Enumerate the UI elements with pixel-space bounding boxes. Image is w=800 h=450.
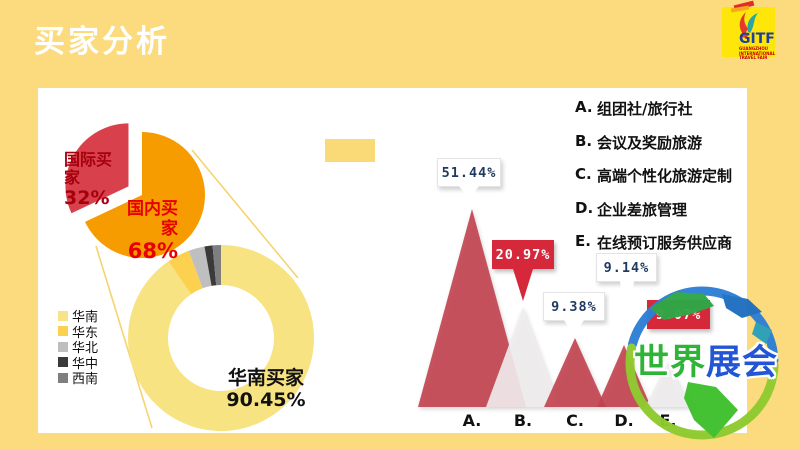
pie-slice-国际买家 (65, 123, 129, 214)
logo-acronym: GITF (739, 31, 775, 47)
mountain-E (645, 362, 691, 407)
callout-pointer (459, 186, 479, 200)
legend-swatch (58, 357, 68, 368)
donut-segment-华北 (188, 246, 212, 289)
value-callout-A: 51.44% (437, 158, 501, 200)
watermark-text-blue: 展会 (706, 343, 779, 383)
mountain-C (544, 338, 606, 407)
type-legend-label: 会议及奖励旅游 (597, 133, 703, 152)
donut-segment-华南 (127, 245, 314, 431)
legend-swatch (58, 326, 68, 337)
gitf-logo: GITF GUANGZHOU INTERNATIONAL TRAVEL FAIR (722, 0, 775, 60)
buyer-type-legend: A. 组团社/旅行社 B. 会议及奖励旅游 C. 高端个性化旅游定制 D. 企业… (575, 98, 732, 266)
pie-label-domestic-pct: 68% (127, 239, 178, 264)
donut-label-text: 华南买家 (227, 367, 304, 389)
legend-item-huabei: 华北 (58, 339, 99, 357)
callout-pointer (619, 281, 634, 339)
legend-label: 华南 (72, 310, 99, 326)
type-legend-label: 在线预订服务供应商 (597, 234, 733, 252)
logo-bird-icon (739, 12, 758, 38)
watermark-text: 世界展会 (634, 334, 778, 385)
type-legend-item-c: C. 高端个性化旅游定制 (575, 165, 732, 199)
value-callout-B: 20.97% (492, 240, 554, 301)
callout-pointer (564, 320, 584, 336)
connector-line (191, 149, 299, 279)
type-legend-label: 企业差旅管理 (597, 200, 688, 219)
page-title: 买家分析 (34, 24, 170, 60)
donut-segment-华中 (204, 245, 217, 286)
type-legend-item-d: D. 企业差旅管理 (575, 199, 732, 233)
legend-label: 西南 (72, 372, 99, 388)
legend-label: 华北 (72, 341, 99, 357)
logo-subtitle: GUANGZHOU INTERNATIONAL TRAVEL FAIR (739, 46, 776, 61)
pie-label-international-text: 国际买家 (64, 150, 113, 188)
legend-item-huadong: 华东 (58, 324, 99, 341)
axis-label-A: A. (462, 411, 482, 430)
donut-segment-华东 (168, 250, 203, 295)
axis-label-C: C. (566, 411, 584, 430)
type-legend-key: D. (575, 198, 594, 217)
value-callout-D: 9.14% (596, 253, 657, 339)
type-legend-key: C. (575, 165, 592, 183)
axis-label-D: D. (614, 411, 634, 430)
type-legend-item-b: B. 会议及奖励旅游 (575, 132, 732, 166)
deco-rectangle (325, 139, 375, 162)
pie-label-domestic: 国内买家 68% (112, 199, 178, 264)
legend-swatch (58, 372, 68, 383)
value-callout-C: 9.38% (543, 292, 605, 336)
donut-label-value: 90.45% (226, 388, 306, 411)
donut-label: 华南买家 90.45% (206, 367, 326, 412)
legend-swatch (58, 341, 68, 352)
callout-pointer (513, 269, 533, 301)
type-legend-label: 高端个性化旅游定制 (597, 167, 733, 185)
legend-label: 华中 (72, 356, 99, 372)
connector-line (95, 245, 153, 429)
mountain-B (486, 307, 560, 407)
axis-label-B: B. (513, 411, 533, 430)
type-legend-label: 组团社/旅行社 (597, 100, 693, 118)
type-legend-key: A. (575, 98, 593, 116)
mountain-A (418, 209, 526, 407)
pie-label-international-pct: 32% (64, 186, 110, 209)
pie-label-domestic-text: 国内买家 (127, 199, 178, 239)
legend-item-huazhong: 华中 (58, 355, 99, 372)
legend-label: 华东 (72, 325, 99, 341)
watermark-text-green: 世界 (634, 343, 707, 383)
globe-watermark-icon (625, 286, 779, 440)
type-legend-item-e: E. 在线预订服务供应商 (575, 232, 732, 266)
legend-item-huanan: 华南 (58, 308, 99, 326)
donut-segment-西南 (212, 245, 221, 286)
region-legend: 华南 华东 华北 华中 西南 (58, 308, 99, 388)
type-legend-key: E. (575, 232, 591, 250)
legend-swatch (58, 310, 68, 321)
legend-item-xinan: 西南 (58, 370, 99, 388)
type-legend-item-a: A. 组团社/旅行社 (575, 98, 732, 132)
pie-label-international: 国际买家 32% (64, 150, 118, 210)
type-legend-key: B. (575, 131, 593, 150)
pie-slice-国内买家 (84, 132, 205, 259)
